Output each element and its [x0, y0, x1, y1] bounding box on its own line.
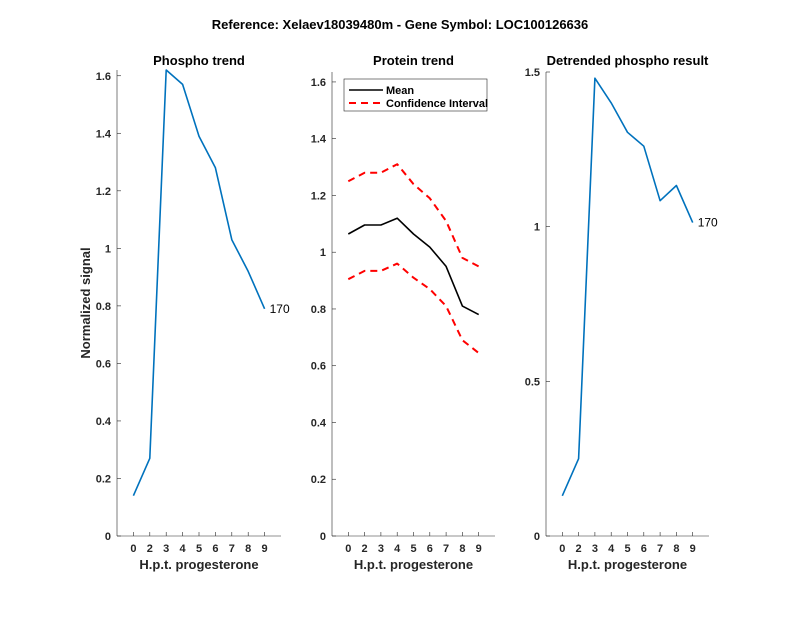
x-tick-label: 3	[592, 543, 598, 555]
figure-title: Reference: Xelaev18039480m - Gene Symbol…	[212, 17, 589, 32]
x-tick-label: 4	[180, 543, 187, 555]
x-tick-label: 8	[673, 543, 679, 555]
x-tick-label: 7	[229, 543, 235, 555]
x-tick-label: 9	[262, 543, 268, 555]
y-tick-label: 0.8	[96, 301, 111, 313]
x-tick-label: 9	[476, 543, 482, 555]
y-tick-label: 1.6	[311, 77, 326, 89]
point-annotation: 170	[270, 302, 290, 316]
y-tick-label: 1	[534, 222, 540, 234]
y-tick-label: 0	[534, 531, 540, 543]
x-tick-label: 3	[378, 543, 384, 555]
subplot-title: Detrended phospho result	[547, 53, 709, 68]
series-line-detrended	[561, 77, 694, 497]
x-tick-label: 9	[690, 543, 696, 555]
series-line-confidence-interval-lower	[347, 262, 480, 354]
x-tick-label: 8	[459, 543, 465, 555]
y-tick-label: 0	[320, 531, 326, 543]
y-axis-label: Normalized signal	[78, 247, 93, 358]
y-tick-label: 0.4	[311, 417, 327, 429]
y-tick-label: 0	[105, 531, 111, 543]
y-tick-label: 0.8	[311, 304, 326, 316]
y-tick-label: 0.2	[96, 473, 111, 485]
y-tick-label: 0.6	[311, 361, 326, 373]
legend-box	[343, 78, 488, 112]
y-tick-label: 0.2	[311, 474, 326, 486]
legend-label: Mean	[386, 85, 414, 97]
x-tick-label: 2	[147, 543, 153, 555]
y-tick-label: 1.6	[96, 71, 111, 83]
x-tick-label: 0	[559, 543, 565, 555]
y-tick-label: 1.2	[96, 186, 111, 198]
y-tick-label: 1.5	[525, 67, 540, 79]
x-tick-label: 6	[212, 543, 218, 555]
y-tick-label: 1	[320, 247, 326, 259]
x-tick-label: 0	[130, 543, 136, 555]
x-tick-label: 6	[427, 543, 433, 555]
legend-label: Confidence Interval	[386, 98, 488, 110]
y-tick-label: 0.6	[96, 358, 111, 370]
x-tick-label: 7	[657, 543, 663, 555]
x-tick-label: 2	[576, 543, 582, 555]
y-tick-label: 1	[105, 243, 111, 255]
y-tick-label: 1.4	[311, 134, 327, 146]
series-line-confidence-interval	[347, 163, 480, 268]
x-tick-label: 6	[641, 543, 647, 555]
x-axis-label: H.p.t. progesterone	[354, 557, 473, 572]
subplot-title: Protein trend	[373, 53, 454, 68]
point-annotation: 170	[698, 216, 718, 230]
series-line-mean	[347, 217, 480, 316]
x-tick-label: 2	[362, 543, 368, 555]
y-tick-label: 1.2	[311, 190, 326, 202]
y-tick-label: 1.4	[96, 128, 112, 140]
x-tick-label: 3	[163, 543, 169, 555]
series-line-phospho	[132, 69, 266, 497]
x-tick-label: 4	[394, 543, 401, 555]
x-axis-label: H.p.t. progesterone	[139, 557, 258, 572]
x-tick-label: 0	[345, 543, 351, 555]
x-tick-label: 7	[443, 543, 449, 555]
y-tick-label: 0.4	[96, 416, 112, 428]
x-tick-label: 4	[608, 543, 615, 555]
x-tick-label: 8	[245, 543, 251, 555]
subplot-title: Phospho trend	[153, 53, 245, 68]
x-tick-label: 5	[410, 543, 416, 555]
y-tick-label: 0.5	[525, 376, 540, 388]
x-tick-label: 5	[624, 543, 630, 555]
x-tick-label: 5	[196, 543, 202, 555]
x-axis-label: H.p.t. progesterone	[568, 557, 687, 572]
